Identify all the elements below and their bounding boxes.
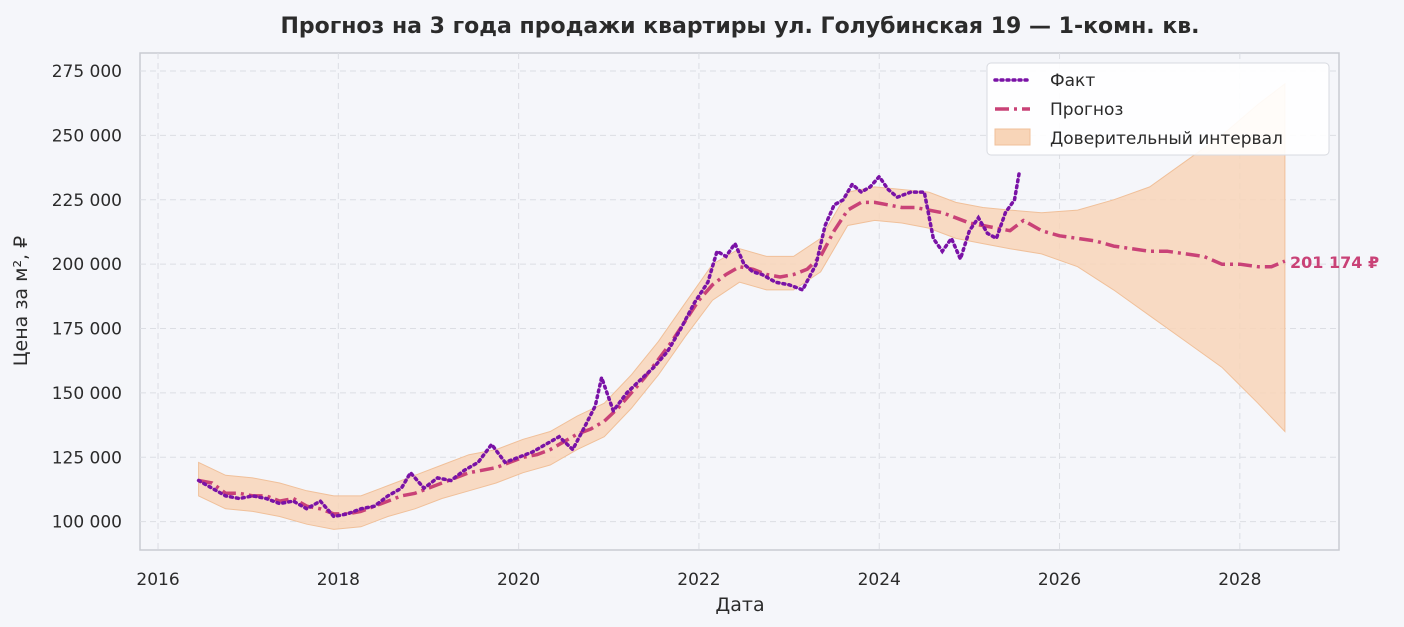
- chart-title: Прогноз на 3 года продажи квартиры ул. Г…: [280, 14, 1199, 39]
- x-tick-label: 2024: [858, 570, 901, 590]
- y-axis-label: Цена за м², ₽: [10, 236, 32, 366]
- legend-forecast-label: Прогноз: [1050, 100, 1123, 120]
- confidence-band: [198, 82, 1286, 530]
- x-tick-label: 2026: [1038, 570, 1081, 590]
- y-tick-label: 200 000: [52, 255, 122, 275]
- y-tick-label: 250 000: [52, 126, 122, 146]
- fact-line: [196, 172, 1021, 519]
- legend-band-label: Доверительный интервал: [1050, 129, 1283, 149]
- x-axis-label: Дата: [715, 594, 764, 616]
- confidence-band-layer: [198, 82, 1286, 530]
- legend-band-swatch: [994, 128, 1031, 146]
- series-layer: [196, 172, 1286, 519]
- x-tick-label: 2018: [317, 570, 360, 590]
- y-tick-label: 275 000: [52, 62, 122, 82]
- y-tick-label: 100 000: [52, 513, 122, 533]
- x-tick-label: 2022: [677, 570, 720, 590]
- y-tick-label: 125 000: [52, 448, 122, 468]
- legend: Факт Прогноз Доверительный интервал: [986, 62, 1330, 156]
- last-forecast-value-label: 201 174 ₽: [1290, 253, 1379, 272]
- axis-ticks: 2016 2018 2020 2022 2024 2026 2028 100 000 125 0…: [52, 62, 1262, 590]
- x-tick-label: 2020: [497, 570, 540, 590]
- y-tick-label: 225 000: [52, 191, 122, 211]
- legend-box: [986, 62, 1330, 156]
- x-tick-label: 2028: [1218, 570, 1261, 590]
- legend-fact-label: Факт: [1050, 71, 1095, 91]
- y-tick-label: 175 000: [52, 320, 122, 340]
- x-tick-label: 2016: [136, 570, 179, 590]
- forecast-line: [198, 200, 1286, 516]
- y-tick-label: 150 000: [52, 384, 122, 404]
